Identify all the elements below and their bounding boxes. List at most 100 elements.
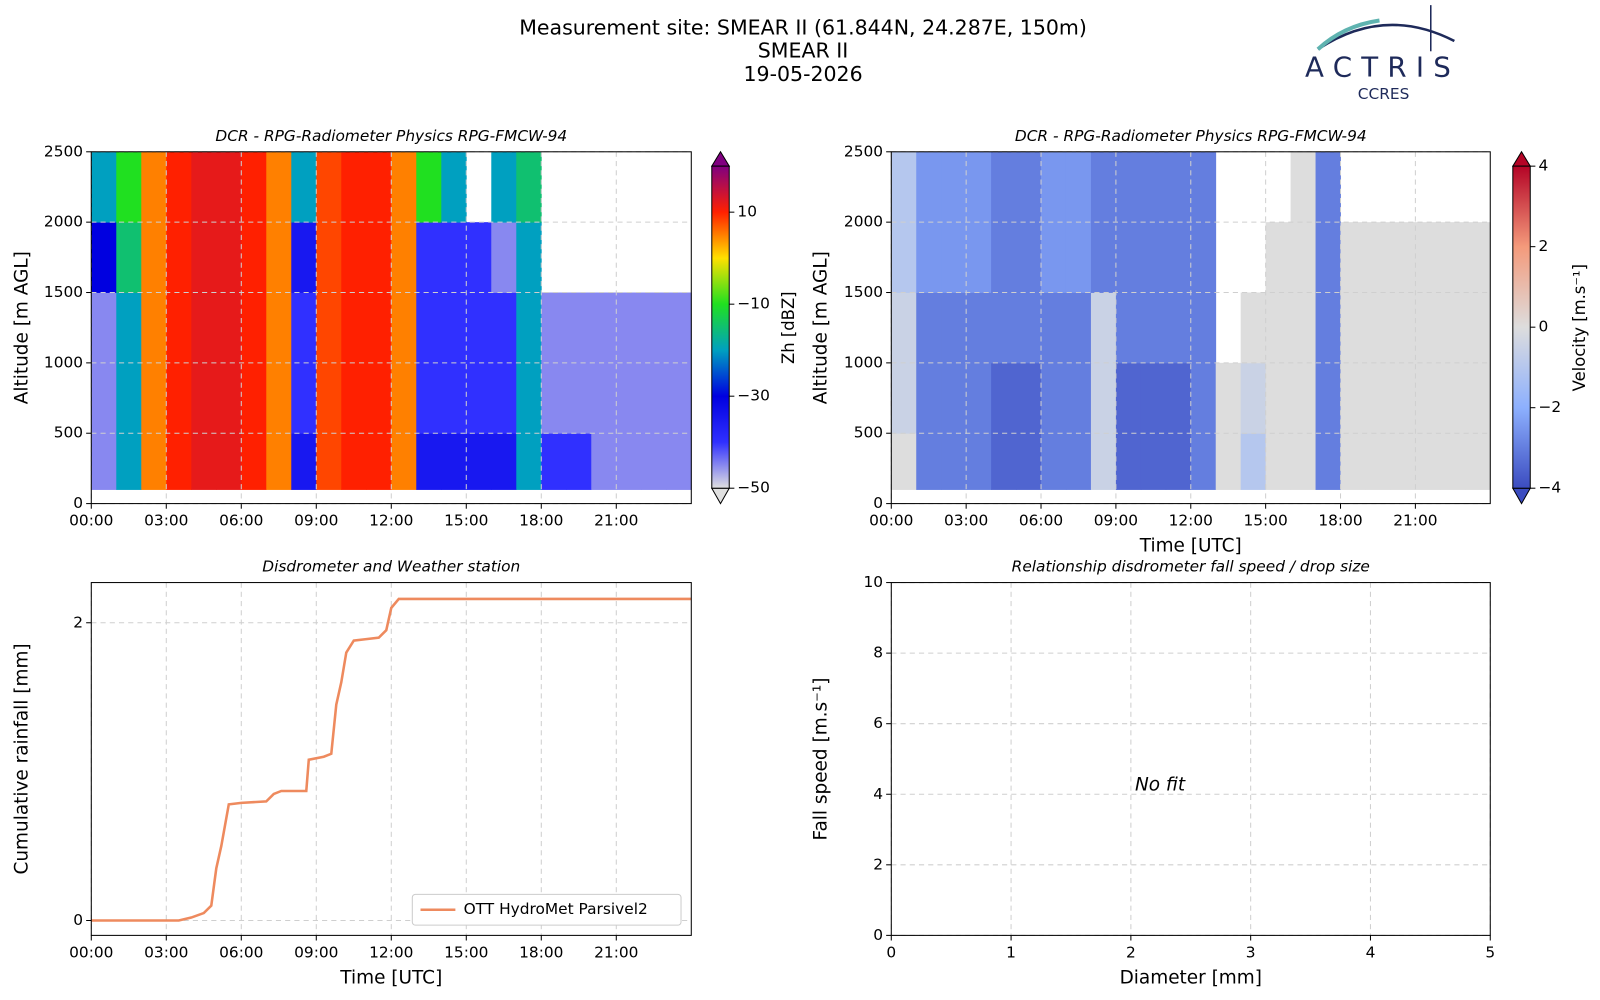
- y-tick-label: 1500: [844, 283, 883, 301]
- heatmap-cell: [216, 151, 242, 223]
- heatmap-cell: [191, 292, 217, 364]
- heatmap-cell: [1165, 362, 1192, 434]
- heatmap-cell: [116, 292, 142, 364]
- heatmap-cell: [191, 151, 217, 223]
- heatmap-cell: [891, 362, 917, 434]
- colorbar-label: Velocity [m.s⁻¹]: [1570, 264, 1589, 391]
- heatmap-cell: [1265, 433, 1292, 490]
- heatmap-cell: [341, 151, 367, 223]
- x-tick-label: 15:00: [1243, 512, 1287, 530]
- y-tick-label: 6: [873, 714, 883, 732]
- x-axis-label: Diameter [mm]: [1120, 967, 1262, 988]
- annotation: No fit: [1135, 775, 1186, 796]
- heatmap-cell: [566, 433, 592, 490]
- heatmap-cell: [1315, 292, 1341, 364]
- heatmap-cell: [1190, 222, 1217, 293]
- heatmap-cell: [1190, 151, 1217, 223]
- heatmap-cell: [1190, 362, 1217, 434]
- heatmap-cell: [1140, 433, 1167, 490]
- heatmap-cell: [391, 222, 417, 293]
- heatmap-cell: [1065, 151, 1092, 223]
- heatmap-cell: [1115, 292, 1142, 364]
- heatmap-cell: [1065, 222, 1092, 293]
- heatmap-cell: [291, 151, 317, 223]
- heatmap-cell: [1016, 292, 1042, 364]
- heatmap-cell: [1090, 292, 1117, 364]
- heatmap-cell: [541, 362, 567, 434]
- heatmap-cell: [1315, 362, 1341, 434]
- heatmap-cell: [1265, 362, 1292, 434]
- x-tick-label: 00:00: [869, 512, 913, 530]
- heatmap-cell: [441, 362, 467, 434]
- heatmap-cell: [566, 292, 592, 364]
- heatmap-cell: [366, 222, 392, 293]
- heatmap-cell: [1140, 151, 1167, 223]
- heatmap-cell: [616, 362, 642, 434]
- heatmap-cell: [1165, 292, 1192, 364]
- heatmap-cell: [241, 292, 267, 364]
- heatmap-cell: [1415, 292, 1441, 364]
- x-tick-label: 0: [886, 943, 896, 961]
- header-date: 19-05-2026: [744, 62, 863, 86]
- heatmap-cell: [1041, 433, 1067, 490]
- colorbar-tick-label: −4: [1538, 479, 1561, 497]
- heatmap-cell: [1390, 433, 1416, 490]
- heatmap-cell: [341, 292, 367, 364]
- heatmap-cell: [891, 433, 917, 490]
- heatmap-cell: [1065, 292, 1092, 364]
- heatmap-cell: [291, 433, 317, 490]
- heatmap-cell: [391, 151, 417, 223]
- heatmap-cell: [516, 433, 542, 490]
- y-axis-label: Cumulative rainfall [mm]: [12, 643, 33, 874]
- heatmap-cell: [216, 362, 242, 434]
- heatmap-cell: [1290, 151, 1316, 223]
- x-tick-label: 18:00: [1318, 512, 1362, 530]
- line-series: [91, 597, 692, 922]
- heatmap-cell: [966, 433, 992, 490]
- heatmap-cell: [1016, 222, 1042, 293]
- y-axis-label: Altitude [m AGL]: [12, 251, 33, 404]
- heatmap-cell: [916, 151, 942, 223]
- heatmap-cell: [1016, 362, 1042, 434]
- x-tick-label: 2: [1126, 943, 1136, 961]
- heatmap-cell: [466, 222, 492, 293]
- heatmap-cell: [441, 151, 467, 223]
- heatmap-cell: [1440, 362, 1466, 434]
- heatmap-cell: [1240, 433, 1267, 490]
- heatmap-cell: [1240, 362, 1267, 434]
- x-tick-label: 09:00: [294, 943, 338, 961]
- heatmap-cell: [1115, 222, 1142, 293]
- heatmap-cell: [916, 433, 942, 490]
- heatmap-cell: [116, 433, 142, 490]
- y-tick-label: 0: [73, 494, 83, 512]
- colorbar-tick-label: 4: [1538, 157, 1548, 175]
- heatmap-cell: [941, 151, 967, 223]
- heatmap-cell: [991, 292, 1017, 364]
- x-tick-label: 09:00: [294, 512, 338, 530]
- heatmap-cell: [1315, 222, 1341, 293]
- heatmap-cell: [1041, 362, 1067, 434]
- heatmap-cell: [1016, 151, 1042, 223]
- heatmap-cell: [566, 362, 592, 434]
- heatmap-cell: [1340, 292, 1366, 364]
- heatmap-cell: [616, 292, 642, 364]
- heatmap-cell: [241, 151, 267, 223]
- x-tick-label: 09:00: [1094, 512, 1138, 530]
- colorbar-tick-label: −2: [1538, 398, 1561, 416]
- heatmap-cell: [466, 292, 492, 364]
- logo-sub: CCRES: [1358, 85, 1410, 103]
- x-tick-label: 06:00: [219, 512, 263, 530]
- x-tick-label: 12:00: [1169, 512, 1213, 530]
- heatmap-cell: [916, 292, 942, 364]
- x-axis-label: Time [UTC]: [339, 967, 442, 988]
- heatmap-cell: [491, 433, 517, 490]
- heatmap-cell: [916, 222, 942, 293]
- x-tick-label: 18:00: [519, 943, 563, 961]
- heatmap-cell: [1265, 292, 1292, 364]
- heatmap-cell: [166, 222, 192, 293]
- heatmap-cell: [966, 292, 992, 364]
- heatmap-cell: [316, 362, 342, 434]
- heatmap-cell: [191, 362, 217, 434]
- heatmap-cell: [191, 222, 217, 293]
- header-title: Measurement site: SMEAR II (61.844N, 24.…: [519, 16, 1087, 40]
